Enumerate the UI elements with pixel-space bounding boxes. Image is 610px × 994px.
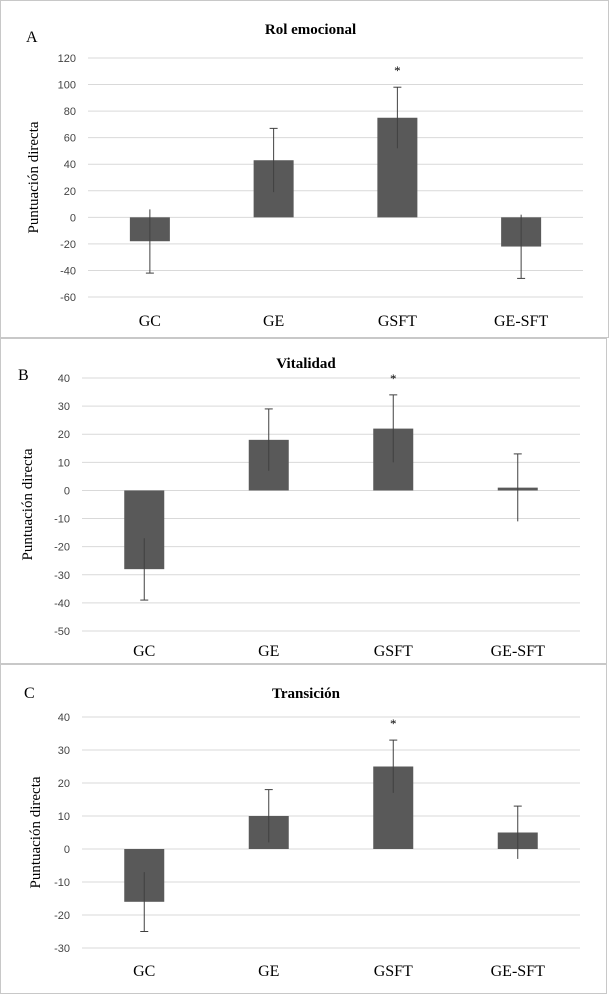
chart-panel-b: -50 -40 -30 -20 -10 0 10 20 30 40 Vitalidad B Puntua… <box>0 338 610 664</box>
chart-b-y-axis-label: Puntuación directa <box>20 448 36 560</box>
chart-b-y-tick-label: 40 <box>58 373 70 385</box>
chart-c-y-tick-label: -10 <box>54 877 70 889</box>
chart-c-y-tick-label: 20 <box>58 778 70 790</box>
chart-a-frame <box>0 0 609 338</box>
chart-b-y-tick-label: -10 <box>54 514 70 526</box>
chart-b-svg: -50 -40 -30 -20 -10 0 10 20 30 40 Vitalidad B Puntua… <box>0 338 607 664</box>
chart-c-title: Transición <box>272 686 341 702</box>
chart-a-x-tick-label: GE <box>263 313 284 330</box>
chart-a-y-tick-label: 100 <box>58 80 76 92</box>
chart-c-panel-letter: C <box>24 685 35 702</box>
chart-c-y-tick-label: 10 <box>58 811 70 823</box>
chart-b-significance-marker: * <box>390 371 397 386</box>
chart-b-x-tick-label: GSFT <box>374 643 413 660</box>
chart-b-y-tick-label: 30 <box>58 401 70 413</box>
chart-b-y-tick-label: -20 <box>54 542 70 554</box>
chart-a-y-tick-label: -60 <box>60 292 76 304</box>
chart-c-x-tick-label: GE-SFT <box>491 963 545 980</box>
chart-b-title: Vitalidad <box>276 356 336 372</box>
chart-a-y-tick-label: 120 <box>58 53 76 65</box>
chart-a-x-tick-label: GSFT <box>378 313 417 330</box>
chart-a-title: Rol emocional <box>265 22 356 38</box>
chart-b-panel-letter: B <box>18 367 29 384</box>
chart-b-y-tick-label: 0 <box>64 485 70 497</box>
chart-c-frame <box>0 664 607 994</box>
chart-b-y-tick-label: 20 <box>58 429 70 441</box>
chart-b-x-tick-label: GC <box>133 643 155 660</box>
chart-a-x-tick-label: GE-SFT <box>494 313 548 330</box>
chart-a-x-tick-label: GC <box>139 313 161 330</box>
chart-c-y-tick-label: 0 <box>64 844 70 856</box>
chart-c-x-tick-label: GE <box>258 963 279 980</box>
chart-b-x-tick-label: GE <box>258 643 279 660</box>
chart-a-y-tick-label: 0 <box>70 212 76 224</box>
chart-a-svg: -60 -40 -20 0 20 40 60 80 100 120 Rol emocional A Pu… <box>0 0 609 338</box>
chart-b-frame <box>0 338 607 664</box>
chart-panel-a: -60 -40 -20 0 20 40 60 80 100 120 Rol emocional A Pu… <box>0 0 610 338</box>
chart-b-y-tick-label: -50 <box>54 626 70 638</box>
chart-a-y-tick-label: 60 <box>64 133 76 145</box>
chart-a-significance-marker: * <box>394 63 401 78</box>
chart-b-y-tick-label: -40 <box>54 598 70 610</box>
chart-c-y-tick-label: 30 <box>58 745 70 757</box>
chart-panel-c: -30 -20 -10 0 10 20 30 40 Transición C Puntuación … <box>0 664 610 994</box>
chart-b-y-tick-label: -30 <box>54 570 70 582</box>
chart-c-x-tick-label: GSFT <box>374 963 413 980</box>
chart-a-y-tick-label: 20 <box>64 186 76 198</box>
chart-b-x-tick-label: GE-SFT <box>491 643 545 660</box>
chart-a-panel-letter: A <box>26 29 38 46</box>
chart-c-y-tick-label: -30 <box>54 943 70 955</box>
chart-b-y-tick-label: 10 <box>58 457 70 469</box>
chart-a-y-tick-label: -40 <box>60 265 76 277</box>
chart-a-y-tick-label: 40 <box>64 159 76 171</box>
chart-c-significance-marker: * <box>390 716 397 731</box>
chart-c-y-axis-label: Puntuación directa <box>28 776 44 888</box>
chart-c-y-tick-label: 40 <box>58 712 70 724</box>
chart-a-y-tick-label: -20 <box>60 239 76 251</box>
chart-c-svg: -30 -20 -10 0 10 20 30 40 Transición C Puntuación … <box>0 664 607 994</box>
chart-a-y-axis-label: Puntuación directa <box>26 121 42 233</box>
chart-c-x-tick-label: GC <box>133 963 155 980</box>
chart-a-y-tick-label: 80 <box>64 106 76 118</box>
chart-c-y-tick-label: -20 <box>54 910 70 922</box>
